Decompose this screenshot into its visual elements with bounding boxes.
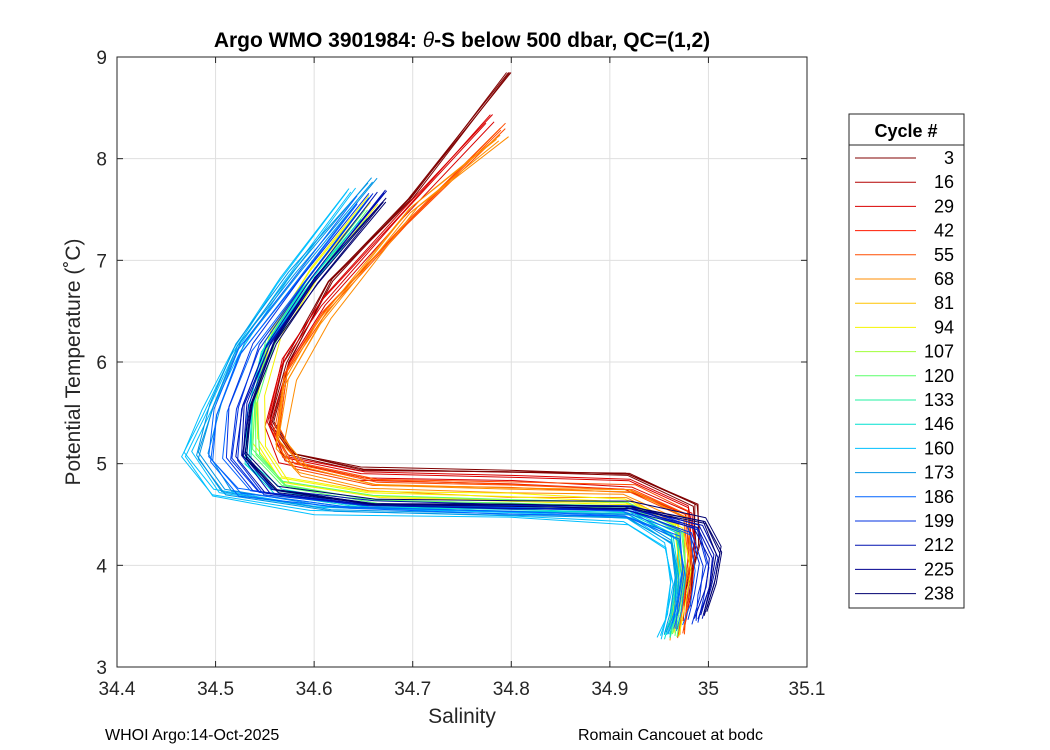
y-tick-label: 9 (96, 48, 107, 69)
x-tick-label: 34.5 (197, 679, 234, 700)
x-tick-label: 35.1 (789, 679, 826, 700)
legend-label-81: 81 (934, 293, 954, 313)
profile-line-cycle-55 (278, 128, 692, 635)
y-tick-label: 7 (96, 251, 107, 272)
profile-line-cycle-173 (196, 182, 676, 635)
x-tick-label: 34.6 (296, 679, 333, 700)
y-tick-label: 6 (96, 353, 107, 374)
legend-label-238: 238 (924, 584, 954, 604)
legend-label-107: 107 (924, 342, 954, 362)
y-axis-ticks: 3 4 5 6 7 8 9 (96, 48, 807, 679)
x-axis-label: Salinity (428, 705, 496, 728)
profile-line-cycle-212 (241, 192, 713, 620)
profile-line-cycle-186 (210, 203, 685, 629)
footer-right: Romain Cancouet at bodc (578, 727, 763, 744)
y-axis-label: Potential Temperature (˚C) (62, 238, 85, 485)
y-tick-label: 4 (96, 556, 107, 577)
legend-label-160: 160 (924, 438, 954, 458)
chart-title: Argo WMO 3901984: θ-S below 500 dbar, QC… (214, 29, 710, 52)
title-prefix: Argo WMO 3901984: (214, 29, 423, 52)
x-tick-label: 34.4 (99, 679, 136, 700)
legend-title: Cycle # (874, 121, 937, 141)
profile-line-cycle-186 (212, 201, 684, 629)
legend-label-68: 68 (934, 269, 954, 289)
y-tick-label: 5 (96, 455, 107, 476)
legend-label-42: 42 (934, 221, 954, 241)
legend-label-186: 186 (924, 487, 954, 507)
title-theta: θ (423, 29, 435, 52)
profile-line-cycle-3 (273, 72, 701, 607)
legend-label-55: 55 (934, 245, 954, 265)
y-tick-label: 8 (96, 150, 107, 171)
x-tick-label: 34.8 (493, 679, 530, 700)
x-tick-label: 34.9 (591, 679, 628, 700)
legend-label-94: 94 (934, 317, 954, 337)
profile-line-cycle-212 (242, 189, 715, 616)
legend-label-16: 16 (934, 172, 954, 192)
legend-label-3: 3 (944, 148, 954, 168)
legend-label-29: 29 (934, 196, 954, 216)
legend-label-225: 225 (924, 559, 954, 579)
y-tick-label: 3 (96, 658, 107, 679)
legend-label-146: 146 (924, 414, 954, 434)
legend: Cycle # 3 16 29 42 55 68 81 94 107 120 133 146 160 17… (848, 113, 965, 609)
legend-label-212: 212 (924, 535, 954, 555)
x-tick-label: 34.7 (394, 679, 431, 700)
series-lines (181, 72, 723, 641)
legend-label-199: 199 (924, 511, 954, 531)
profile-line-cycle-173 (197, 181, 680, 635)
legend-label-120: 120 (924, 366, 954, 386)
x-tick-label: 35 (698, 679, 719, 700)
profile-line-cycle-238 (244, 197, 722, 608)
legend-label-133: 133 (924, 390, 954, 410)
footer-left: WHOI Argo:14-Oct-2025 (105, 727, 279, 744)
profile-line-cycle-173 (197, 177, 677, 633)
legend-label-173: 173 (924, 463, 954, 483)
x-axis-ticks: 34.4 34.5 34.6 34.7 34.8 34.9 35 35.1 (99, 57, 826, 700)
title-suffix: -S below 500 dbar, QC=(1,2) (434, 29, 710, 52)
legend-box (848, 113, 965, 609)
profile-line-cycle-3 (271, 72, 700, 607)
